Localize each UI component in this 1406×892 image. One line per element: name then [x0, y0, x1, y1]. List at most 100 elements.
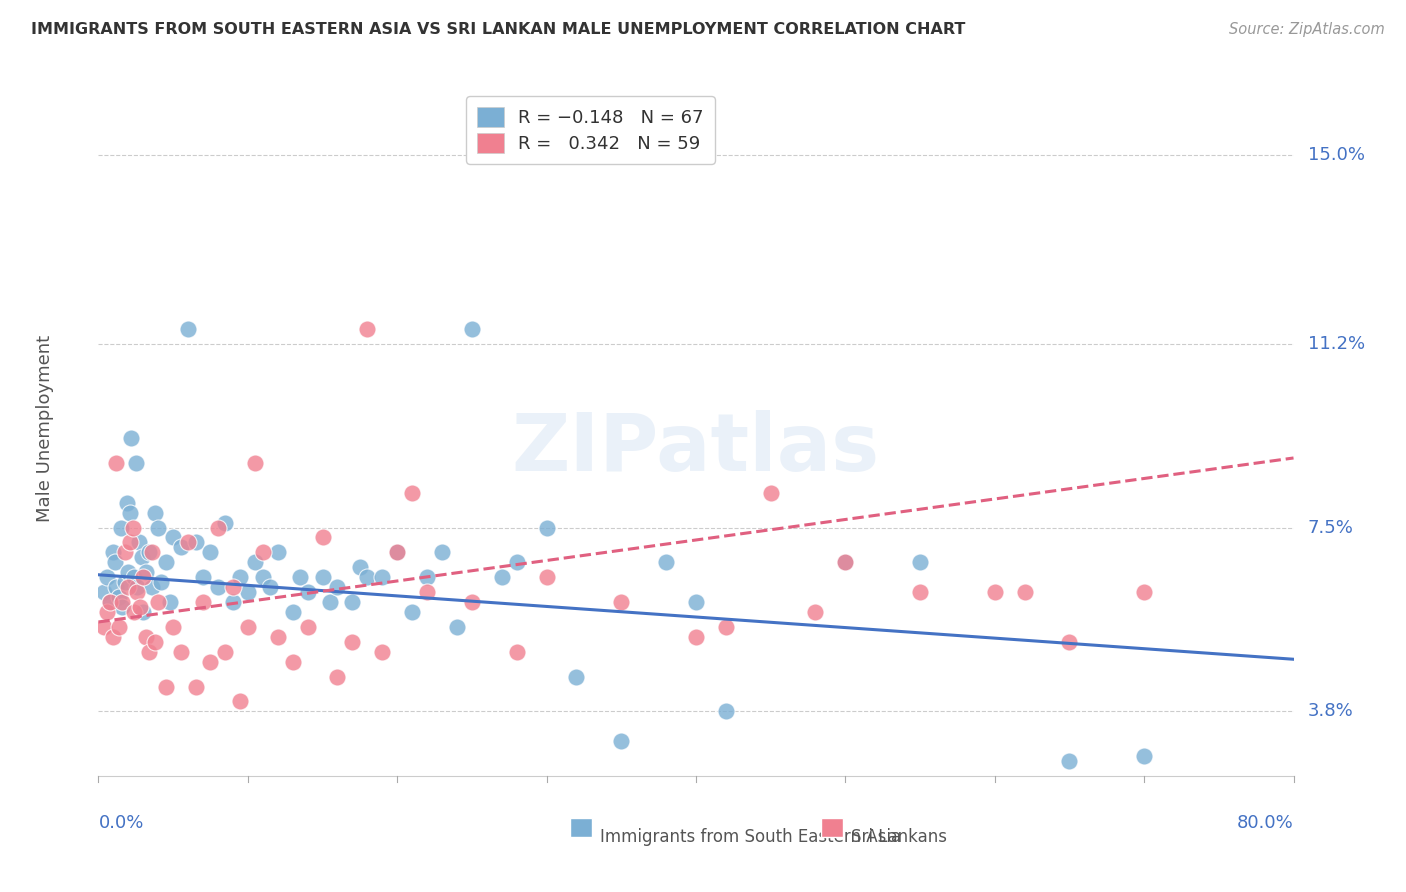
Point: [319, 595, 342, 609]
Text: Sri Lankans: Sri Lankans: [852, 828, 948, 847]
Point: [125, 456, 148, 470]
Point: [1059, 635, 1081, 649]
Point: [132, 605, 155, 619]
Point: [685, 595, 707, 609]
Point: [288, 570, 311, 584]
Point: [124, 605, 146, 619]
Point: [200, 545, 222, 559]
Point: [430, 545, 453, 559]
Point: [111, 600, 134, 615]
Point: [138, 645, 160, 659]
Point: [297, 585, 319, 599]
Point: [169, 541, 191, 555]
Point: [655, 555, 678, 569]
Point: [135, 566, 157, 580]
Legend: R = −0.148   N = 67, R =   0.342   N = 59: R = −0.148 N = 67, R = 0.342 N = 59: [465, 96, 714, 164]
Point: [114, 575, 136, 590]
Point: [124, 570, 146, 584]
Point: [401, 605, 423, 619]
Point: [349, 560, 371, 574]
Point: [311, 570, 333, 584]
Point: [326, 670, 349, 684]
Point: [610, 734, 633, 748]
Point: [245, 456, 267, 470]
Point: [281, 605, 304, 619]
Point: [385, 545, 409, 559]
Point: [311, 531, 333, 545]
Text: 11.2%: 11.2%: [1308, 334, 1365, 352]
Point: [115, 496, 138, 510]
Point: [281, 655, 304, 669]
Point: [252, 545, 274, 559]
Point: [908, 585, 931, 599]
Point: [117, 580, 139, 594]
Point: [93, 585, 115, 599]
Point: [150, 575, 173, 590]
Point: [177, 322, 200, 336]
Point: [105, 580, 128, 594]
Point: [93, 620, 115, 634]
Point: [610, 595, 633, 609]
Point: [834, 555, 856, 569]
Text: 0.0%: 0.0%: [98, 814, 143, 832]
Point: [759, 485, 782, 500]
Text: Male Unemployment: Male Unemployment: [35, 334, 53, 522]
Point: [222, 580, 245, 594]
FancyBboxPatch shape: [571, 818, 592, 838]
Point: [121, 520, 143, 534]
Point: [356, 322, 378, 336]
Point: [132, 570, 155, 584]
Point: [229, 570, 252, 584]
Point: [685, 630, 707, 644]
Point: [148, 520, 170, 534]
Point: [143, 506, 166, 520]
Point: [184, 680, 207, 694]
Point: [200, 655, 222, 669]
Point: [177, 535, 200, 549]
Point: [118, 506, 141, 520]
Point: [1133, 749, 1156, 764]
Text: Immigrants from South Eastern Asia: Immigrants from South Eastern Asia: [600, 828, 901, 847]
Text: IMMIGRANTS FROM SOUTH EASTERN ASIA VS SRI LANKAN MALE UNEMPLOYMENT CORRELATION C: IMMIGRANTS FROM SOUTH EASTERN ASIA VS SR…: [31, 22, 966, 37]
Point: [104, 555, 127, 569]
Point: [371, 570, 394, 584]
Point: [491, 570, 513, 584]
Point: [252, 570, 274, 584]
Point: [342, 635, 364, 649]
Point: [536, 570, 558, 584]
Point: [267, 630, 290, 644]
Point: [416, 570, 439, 584]
Point: [103, 545, 125, 559]
Point: [184, 535, 207, 549]
Point: [342, 595, 364, 609]
Point: [135, 630, 157, 644]
Point: [1014, 585, 1036, 599]
Point: [259, 580, 281, 594]
Point: [326, 580, 349, 594]
Point: [103, 630, 125, 644]
Point: [110, 520, 132, 534]
Point: [162, 531, 184, 545]
Point: [117, 566, 139, 580]
Point: [143, 635, 166, 649]
Point: [536, 520, 558, 534]
Point: [191, 570, 214, 584]
Point: [804, 605, 827, 619]
Point: [108, 620, 131, 634]
Point: [214, 516, 236, 530]
Point: [155, 555, 177, 569]
Point: [565, 670, 588, 684]
Point: [155, 680, 177, 694]
Point: [141, 580, 163, 594]
Point: [506, 645, 529, 659]
Point: [98, 595, 122, 609]
Point: [129, 600, 152, 615]
Text: 7.5%: 7.5%: [1308, 518, 1354, 537]
Point: [98, 595, 122, 609]
Point: [111, 595, 134, 609]
Point: [131, 550, 153, 565]
Point: [714, 705, 737, 719]
Point: [159, 595, 181, 609]
Point: [127, 580, 149, 594]
Point: [236, 585, 259, 599]
